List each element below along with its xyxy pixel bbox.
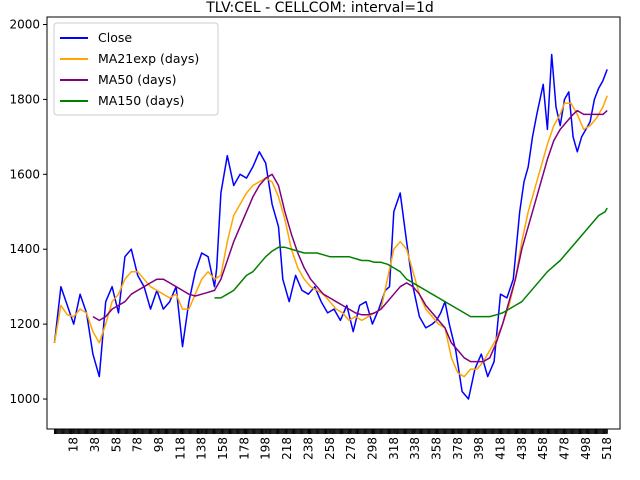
y-tick-label: 2000 (9, 17, 40, 31)
x-tick-label: 18 (67, 437, 81, 452)
x-tick-label: 138 (195, 437, 209, 460)
x-tick-label: 158 (216, 437, 230, 460)
legend-box (53, 22, 219, 116)
x-tick-label: 338 (408, 437, 422, 460)
legend-label: MA150 (days) (98, 93, 184, 108)
x-axis: 18 38 58 78 98 118 138 158 178 198 218 238 258 278 298… (53, 429, 614, 460)
x-tick-label: 118 (173, 437, 187, 460)
x-tick-label: 518 (600, 437, 614, 460)
plot-area (53, 53, 608, 400)
y-axis: 1000 1200 1400 1600 1800 2000 (9, 17, 47, 406)
x-tick-label: 478 (558, 437, 572, 460)
y-tick-label: 1600 (9, 167, 40, 181)
x-tick-label: 238 (301, 437, 315, 460)
legend-label: MA50 (days) (98, 72, 176, 87)
series-line-2 (92, 109, 608, 363)
legend-label: MA21exp (days) (98, 51, 199, 66)
x-tick-label: 178 (237, 437, 251, 460)
x-tick-label: 498 (579, 437, 593, 460)
series-line-3 (214, 207, 608, 318)
x-tick-label: 358 (429, 437, 443, 460)
x-tick-label: 258 (323, 437, 337, 460)
x-tick-label: 278 (344, 437, 358, 460)
x-tick-label: 318 (387, 437, 401, 460)
x-tick-label: 38 (88, 437, 102, 452)
plot-frame (46, 16, 621, 430)
x-tick-label: 218 (280, 437, 294, 460)
chart-title: TLV:CEL - CELLCOM: interval=1d (205, 0, 434, 16)
x-tick-label: 58 (109, 437, 123, 452)
x-tick-label: 458 (536, 437, 550, 460)
x-tick-label: 378 (451, 437, 465, 460)
y-tick-label: 1000 (9, 392, 40, 406)
legend-label: Close (98, 30, 132, 45)
x-tick-label: 98 (152, 437, 166, 452)
y-tick-label: 1400 (9, 242, 40, 256)
x-tick-label: 198 (259, 437, 273, 460)
x-tick-label: 78 (131, 437, 145, 452)
series-line-1 (53, 95, 608, 378)
legend: Close MA21exp (days) MA50 (days) MA150 (day… (53, 22, 219, 116)
x-tick-label: 438 (515, 437, 529, 460)
x-tick-label: 418 (493, 437, 507, 460)
x-tick-label: 398 (472, 437, 486, 460)
x-tick-label: 298 (365, 437, 379, 460)
y-tick-label: 1200 (9, 317, 40, 331)
y-tick-label: 1800 (9, 92, 40, 106)
